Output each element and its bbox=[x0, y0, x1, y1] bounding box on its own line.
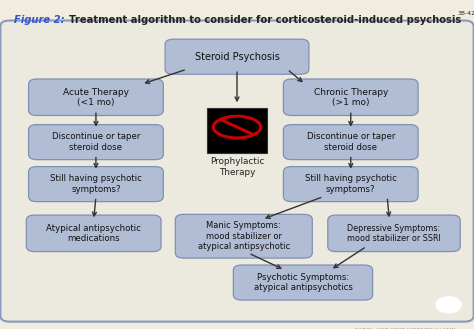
FancyBboxPatch shape bbox=[0, 20, 474, 322]
Text: CAROL AND MIKE WERNER/ALAMY: CAROL AND MIKE WERNER/ALAMY bbox=[354, 327, 456, 329]
Text: Discontinue or taper
steroid dose: Discontinue or taper steroid dose bbox=[307, 133, 395, 152]
FancyBboxPatch shape bbox=[328, 215, 460, 252]
FancyBboxPatch shape bbox=[283, 79, 418, 115]
FancyBboxPatch shape bbox=[208, 108, 266, 153]
Text: Discontinue or taper
steroid dose: Discontinue or taper steroid dose bbox=[52, 133, 140, 152]
Text: Steroid Psychosis: Steroid Psychosis bbox=[194, 52, 280, 62]
FancyBboxPatch shape bbox=[28, 166, 163, 202]
Text: Still having psychotic
symptoms?: Still having psychotic symptoms? bbox=[305, 174, 397, 194]
FancyBboxPatch shape bbox=[175, 215, 312, 258]
Text: Depressive Symptoms:
mood stabilizer or SSRI: Depressive Symptoms: mood stabilizer or … bbox=[347, 224, 441, 243]
Text: 38-42: 38-42 bbox=[457, 11, 474, 16]
FancyBboxPatch shape bbox=[28, 125, 163, 160]
Text: Manic Symptoms:
mood stabilizer or
atypical antipsychotic: Manic Symptoms: mood stabilizer or atypi… bbox=[198, 221, 290, 251]
Text: Chronic Therapy
(>1 mo): Chronic Therapy (>1 mo) bbox=[314, 88, 388, 107]
Text: Atypical antipsychotic
medications: Atypical antipsychotic medications bbox=[46, 224, 141, 243]
Text: Still having psychotic
symptoms?: Still having psychotic symptoms? bbox=[50, 174, 142, 194]
Text: Psychotic Symptoms:
atypical antipsychotics: Psychotic Symptoms: atypical antipsychot… bbox=[254, 273, 352, 292]
FancyBboxPatch shape bbox=[27, 215, 161, 252]
FancyBboxPatch shape bbox=[165, 39, 309, 74]
FancyBboxPatch shape bbox=[28, 79, 163, 115]
Text: Prophylactic
Therapy: Prophylactic Therapy bbox=[210, 157, 264, 177]
Text: Treatment algorithm to consider for corticosteroid-induced psychosis: Treatment algorithm to consider for cort… bbox=[69, 15, 461, 25]
FancyBboxPatch shape bbox=[283, 125, 418, 160]
Circle shape bbox=[436, 297, 461, 313]
FancyBboxPatch shape bbox=[233, 265, 373, 300]
Text: Acute Therapy
(<1 mo): Acute Therapy (<1 mo) bbox=[63, 88, 129, 107]
FancyBboxPatch shape bbox=[283, 166, 418, 202]
Text: Figure 2:: Figure 2: bbox=[14, 15, 68, 25]
